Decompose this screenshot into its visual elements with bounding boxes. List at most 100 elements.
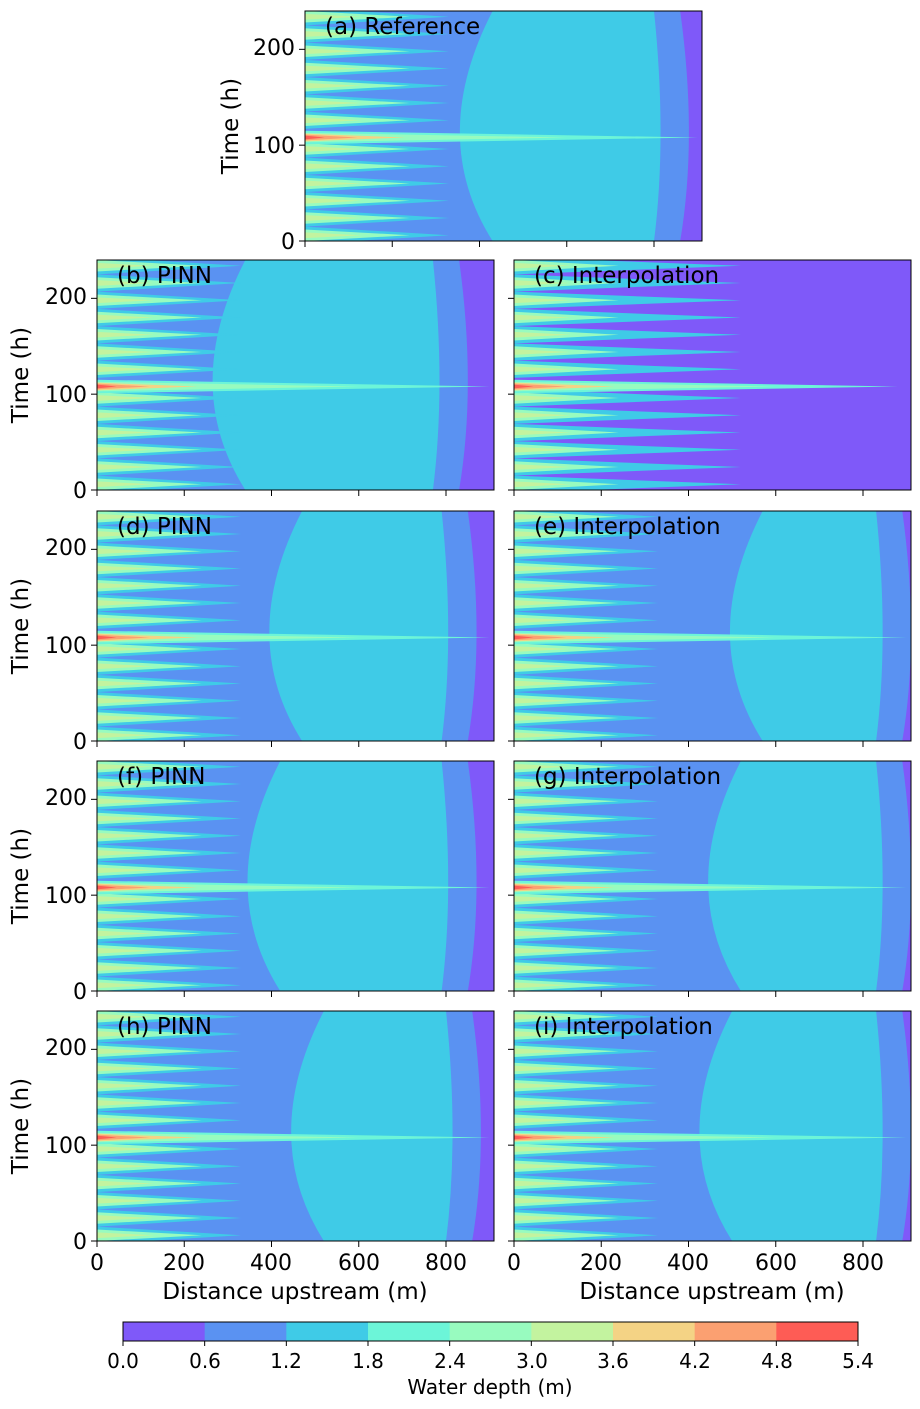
y-axis-label-row4: Time (h) [8,828,34,925]
x-tick-label: 200 [580,1251,622,1276]
y-tick-label: 100 [45,634,87,659]
panel-f [97,761,494,991]
wave-pulse-4-core [305,163,362,170]
main-pulse-peak [97,383,150,390]
panel-title-g: (g) Interpolation [534,764,721,790]
wave-pulse-10-core [514,1048,571,1055]
wave-pulse-8-core [514,1082,571,1089]
y-tick-label: 100 [45,884,87,909]
wave-pulse-11-core [514,781,571,787]
contour-fill-level-2 [699,1011,883,1241]
wave-pulse-5-core [97,646,154,652]
wave-pulse-1-core [514,965,571,971]
wave-pulse-8-core [97,582,154,589]
x-tick-label: 400 [667,1251,709,1276]
wave-pulse-4-core [514,1163,571,1170]
wave-pulse-3-core [514,429,571,436]
wave-pulse-0-core [97,481,154,488]
main-pulse-mid [514,381,776,392]
main-pulse-max [514,1135,534,1140]
wave-pulse-10-core [514,297,571,304]
wave-pulse-12-core [305,13,362,20]
panel-title-f: (f) PINN [117,764,205,790]
contour-fill-level-2 [708,761,883,991]
wave-pulse-5-core [97,1146,154,1152]
panel-frame-c [513,259,912,491]
x-axis-label-left: Distance upstream (m) [162,1279,427,1305]
wave-pulse-4-core [97,913,154,920]
colorbar-segment [449,1322,532,1341]
wave-pulse-1-outer [514,458,741,476]
wave-pulse-0-core [97,1232,154,1239]
wave-pulse-0-core [514,982,571,989]
y-tick-labels-d: 0 100 200 [45,536,87,755]
wave-pulse-10-outer [514,291,741,309]
main-pulse-mid [97,882,359,893]
y-tick-labels-b: 0 100 200 [45,285,87,504]
wave-pulse-11-core [97,781,154,787]
x-axis-label-right: Distance upstream (m) [579,1279,844,1305]
y-tick-label: 200 [45,786,87,811]
main-pulse-mid [305,132,567,143]
main-pulse-peak [305,134,358,141]
main-pulse-peak [514,884,567,891]
wave-pulse-9-core [305,65,362,72]
panel-h [97,1011,494,1241]
y-tick-label: 100 [253,134,295,159]
wave-pulse-10-core [514,798,571,805]
panel-i [514,1011,911,1241]
wave-pulse-11-core [514,531,571,537]
colorbar-tick-label: 3.0 [516,1349,548,1373]
main-pulse-mid [97,381,359,392]
wave-pulse-0-core [97,732,154,739]
colorbar-segment [776,1322,859,1341]
wave-pulse-4-core [514,663,571,670]
wave-pulse-7-core [514,349,571,355]
x-tick-label: 400 [250,1251,292,1276]
colorbar-tick-label: 4.2 [679,1349,711,1373]
panel-frame-f [96,760,495,992]
colorbar-tick-labels: 0.0 0.6 1.2 1.8 2.4 3.0 3.6 4.2 4.8 5.4 [107,1349,874,1373]
colorbar-segment [694,1322,777,1341]
y-axis-label-row3: Time (h) [8,578,34,675]
wave-pulse-8-core [514,832,571,839]
wave-pulse-3-core [97,429,154,436]
wave-pulse-12-core [514,513,571,520]
colorbar-segment [613,1322,696,1341]
contour-fill-level-2 [269,511,449,741]
main-pulse-max [97,384,117,389]
wave-pulse-3-outer [514,423,741,442]
colorbar [122,1321,859,1346]
contour-fill-level-2 [459,11,661,241]
wave-pulse-6-core [514,366,571,373]
contour-fill-level-2 [212,260,440,490]
main-pulse-peak [97,634,150,641]
wave-pulse-0-core [305,232,362,239]
panel-frame-h [96,1010,495,1242]
main-pulse-max [514,635,534,640]
main-pulse-peak [514,383,567,390]
y-tick-label: 0 [281,230,295,255]
wave-pulse-8-core [97,832,154,839]
wave-pulse-10-core [97,798,154,805]
wave-pulse-2-core [97,446,154,453]
wave-pulse-6-core [305,117,362,124]
wave-pulse-7-core [97,1100,154,1106]
wave-pulse-0-core [514,481,571,488]
wave-pulse-8-core [97,331,154,338]
panel-title-c: (c) Interpolation [534,263,719,289]
x-tick-labels-right: 0 200 400 600 800 [507,1251,884,1276]
x-tick-label: 600 [338,1251,380,1276]
wave-pulse-12-core [97,1013,154,1020]
wave-pulse-3-core [514,680,571,687]
wave-pulse-12-core [514,1013,571,1020]
wave-pulse-3-core [97,930,154,937]
contour-panels [91,10,912,1247]
contour-fill-level-2 [247,761,449,991]
panel-title-a: (a) Reference [325,14,480,40]
y-tick-label: 100 [45,1134,87,1159]
y-tick-label: 200 [253,36,295,61]
wave-pulse-2-core [514,947,571,954]
panel-g [514,761,911,991]
